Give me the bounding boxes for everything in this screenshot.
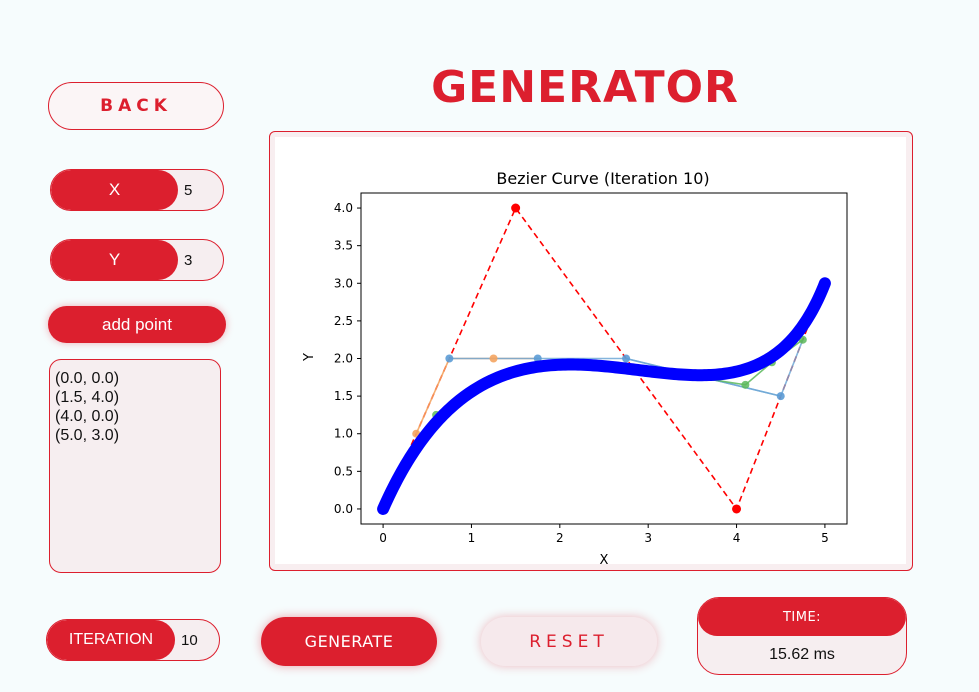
- y-input[interactable]: 3: [184, 251, 193, 269]
- time-panel: TIME: 15.62 ms: [697, 597, 907, 675]
- x-tick-label: 3: [644, 531, 652, 545]
- x-tick-label: 2: [556, 531, 564, 545]
- plot-frame: Bezier Curve (Iteration 10) X Y 0 1 2 3 4 5 0.…: [269, 131, 913, 571]
- control-point: [732, 504, 742, 514]
- x-tick-label: 0: [379, 531, 387, 545]
- y-tick-label: 0.5: [334, 464, 353, 478]
- y-tick-label: 4.0: [334, 201, 353, 215]
- time-label: TIME:: [698, 598, 906, 636]
- bezier-curve: [377, 277, 831, 515]
- y-tick-label: 2.5: [334, 314, 353, 328]
- x-tick-label: 1: [468, 531, 476, 545]
- x-axis-label: X: [600, 553, 609, 564]
- points-list[interactable]: (0.0, 0.0) (1.5, 4.0) (4.0, 0.0) (5.0, 3…: [49, 359, 221, 573]
- construction-point-green: [741, 380, 750, 389]
- time-value: 15.62 ms: [769, 646, 835, 663]
- chart-title: Bezier Curve (Iteration 10): [496, 169, 709, 188]
- y-tick-label: 3.5: [334, 239, 353, 253]
- y-tick-label: 1.0: [334, 427, 353, 441]
- construction-point-blue: [445, 354, 454, 363]
- list-item: (4.0, 0.0): [55, 408, 120, 425]
- x-input[interactable]: 5: [184, 181, 193, 199]
- back-button[interactable]: BACK: [48, 82, 224, 130]
- x-input-group: X 5: [50, 169, 224, 211]
- control-point: [511, 203, 521, 213]
- y-tick-label: 3.0: [334, 276, 353, 290]
- reset-button[interactable]: RESET: [481, 617, 657, 666]
- construction-point-blue: [776, 392, 785, 401]
- x-tick-label: 4: [733, 531, 741, 545]
- list-item: (5.0, 3.0): [55, 427, 120, 444]
- iteration-input[interactable]: 10: [181, 631, 198, 649]
- add-point-button[interactable]: add point: [48, 306, 226, 343]
- y-label: Y: [51, 240, 178, 280]
- page-title: GENERATOR: [431, 62, 739, 113]
- generate-button[interactable]: GENERATE: [261, 617, 437, 666]
- plot-canvas: Bezier Curve (Iteration 10) X Y 0 1 2 3 4 5 0.…: [275, 137, 906, 564]
- x-label: X: [51, 170, 178, 210]
- y-input-group: Y 3: [50, 239, 224, 281]
- construction-point-blue: [622, 354, 631, 363]
- chart-layer: 0 1 2 3 4 5 0.0 0.5 1.0 1.5 2.0 2.5 3.0 3.5 4.0: [334, 192, 848, 545]
- y-tick-label: 1.5: [334, 389, 353, 403]
- y-tick-label: 0.0: [334, 502, 353, 516]
- iteration-input-group: ITERATION 10: [46, 619, 220, 661]
- y-axis-label: Y: [302, 353, 317, 362]
- list-item: (0.0, 0.0): [55, 370, 120, 387]
- x-tick-label: 5: [821, 531, 829, 545]
- bezier-chart: Bezier Curve (Iteration 10) X Y 0 1 2 3 4 5 0.…: [302, 169, 848, 564]
- iteration-label: ITERATION: [47, 620, 175, 660]
- construction-point-orange: [489, 354, 498, 363]
- y-tick-label: 2.0: [334, 352, 353, 366]
- list-item: (1.5, 4.0): [55, 389, 120, 406]
